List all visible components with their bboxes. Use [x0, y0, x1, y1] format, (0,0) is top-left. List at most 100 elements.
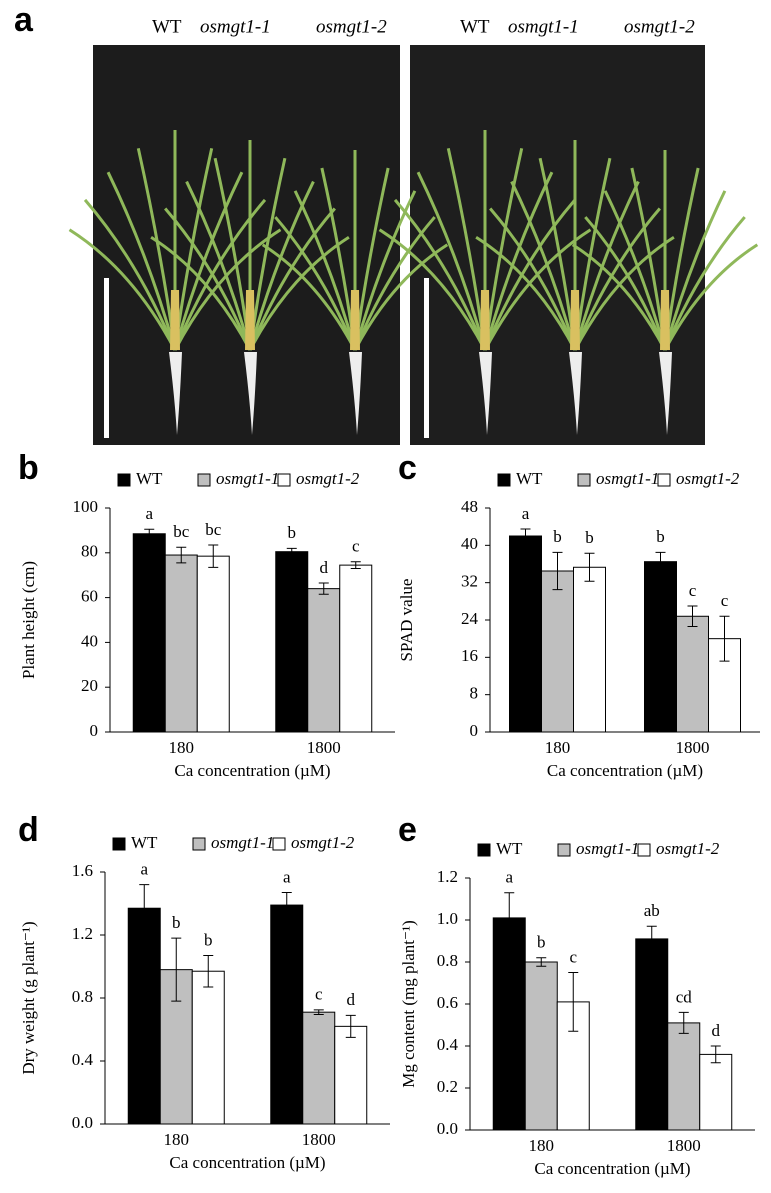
bar [667, 1022, 701, 1131]
scale-bar [424, 278, 429, 438]
y-tick-label: 0.0 [72, 1113, 93, 1132]
leaf [378, 228, 487, 351]
leaf [603, 190, 667, 351]
legend-label: osmgt1-2 [676, 469, 740, 488]
legend-swatch [117, 473, 131, 487]
x-tick-label: 1800 [307, 738, 341, 757]
error-bar [208, 544, 219, 568]
legend-swatch [637, 843, 651, 857]
significance-letter: c [352, 537, 360, 556]
leaf [150, 235, 252, 351]
significance-letter: bc [173, 522, 190, 541]
leaf [173, 171, 244, 351]
root [244, 352, 257, 435]
x-tick-label: 180 [529, 1136, 555, 1155]
leaf [483, 171, 554, 351]
significance-letter: d [320, 558, 329, 577]
significance-letter: a [505, 868, 513, 887]
error-bar [520, 528, 531, 544]
x-tick-label: 180 [545, 738, 571, 757]
significance-letter: a [140, 860, 148, 879]
panel-letter: b [18, 449, 39, 487]
y-tick-label: 40 [81, 631, 98, 650]
root [659, 352, 672, 435]
leaf [416, 171, 487, 351]
y-tick-label: 1.2 [72, 924, 93, 943]
photo-label: osmgt1-2 [316, 16, 387, 37]
bar [127, 907, 161, 1125]
leaf [393, 198, 487, 351]
y-axis-title: Mg content (mg plant⁻¹) [399, 920, 418, 1088]
leaf [663, 216, 746, 351]
legend-swatch [277, 473, 291, 487]
legend-label: osmgt1-1 [576, 839, 639, 858]
leaf [248, 180, 315, 351]
stem-base [350, 290, 360, 350]
bar [270, 904, 304, 1125]
leaf [483, 198, 577, 351]
x-tick-label: 1800 [302, 1130, 336, 1149]
y-tick-label: 0 [470, 721, 479, 740]
legend-swatch [497, 473, 511, 487]
error-bar [144, 528, 155, 539]
legend-swatch [197, 473, 211, 487]
y-tick-label: 100 [73, 497, 99, 516]
legend-swatch [657, 473, 671, 487]
root [349, 352, 362, 435]
panel-letter: a [14, 1, 34, 39]
bar [524, 961, 558, 1131]
significance-letter: ab [644, 901, 660, 920]
y-tick-label: 0 [90, 721, 99, 740]
error-bar [281, 891, 292, 919]
panel-letter: c [398, 449, 417, 487]
significance-letter: c [315, 985, 323, 1004]
significance-letter: a [522, 504, 530, 523]
leaf [164, 207, 252, 351]
photo [93, 45, 400, 445]
error-bar [203, 954, 214, 988]
x-tick-label: 180 [169, 738, 195, 757]
leaf [173, 198, 267, 351]
significance-letter: b [288, 523, 297, 542]
significance-letter: a [145, 504, 153, 523]
bar [164, 554, 198, 733]
error-bar [552, 551, 563, 591]
y-tick-label: 0.8 [72, 987, 93, 1006]
stem-base [480, 290, 490, 350]
significance-letter: b [537, 933, 546, 952]
leaf [274, 216, 357, 351]
leaf [83, 198, 177, 351]
significance-letter: b [204, 930, 213, 949]
significance-letter: d [347, 990, 356, 1009]
root [479, 352, 492, 435]
leaf [248, 235, 350, 351]
bar [541, 570, 574, 733]
bar [307, 588, 341, 733]
photo-label: WT [460, 16, 490, 37]
legend-label: osmgt1-2 [291, 833, 355, 852]
error-bar [176, 546, 187, 564]
error-bar [286, 547, 297, 556]
leaf [173, 228, 282, 351]
stem-base [570, 290, 580, 350]
error-bar [655, 551, 666, 572]
y-tick-label: 32 [461, 572, 478, 591]
leaf [353, 216, 436, 351]
bar [191, 970, 225, 1125]
bar [196, 555, 230, 733]
legend-label: osmgt1-1 [211, 833, 274, 852]
error-bar [171, 937, 182, 1002]
y-axis-title: Dry weight (g plant⁻¹) [19, 921, 38, 1074]
y-tick-label: 0.0 [437, 1119, 458, 1138]
y-tick-label: 0.8 [437, 951, 458, 970]
legend-label: WT [136, 469, 163, 488]
error-bar [345, 1014, 356, 1038]
significance-letter: d [712, 1021, 721, 1040]
legend-swatch [272, 837, 286, 851]
significance-letter: c [569, 947, 577, 966]
x-axis-title: Ca concentration (µM) [547, 761, 703, 780]
x-tick-label: 1800 [676, 738, 710, 757]
y-tick-label: 8 [470, 684, 479, 703]
significance-letter: b [656, 527, 665, 546]
